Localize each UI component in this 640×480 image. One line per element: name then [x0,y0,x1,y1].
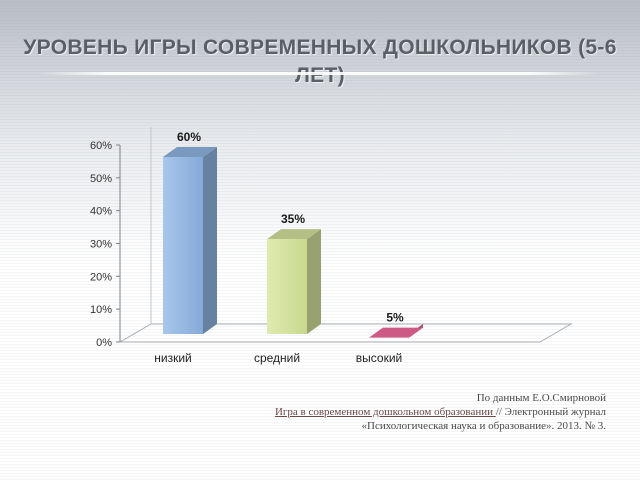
bar-1 [163,147,217,334]
chart-floor [118,127,573,343]
title-divider [38,72,598,75]
slide-title-block: Уровень игры современных дошкольников (5… [0,34,640,90]
data-label: 5% [386,311,404,325]
bar-top [267,229,321,240]
citation-journal: // Электронный журнал [495,406,606,418]
y-tick-label: 20% [90,271,112,283]
bar-2 [267,229,321,334]
data-label: 35% [281,212,305,226]
bar-top [163,147,217,157]
citation-journal-name: «Психологическая наука и образование». 2… [361,420,606,432]
bar-front [163,157,203,334]
source-citation: По данным Е.О.Смирновой Игра в современн… [186,391,606,433]
y-tick-label: 30% [90,239,112,251]
data-label: 60% [177,130,201,144]
bar-3 [369,324,423,338]
labels: 60% низкий 35% средний 5% высокий [154,130,404,365]
x-tick-label: низкий [154,351,192,365]
slide-title: Уровень игры современных дошкольников (5… [23,36,617,87]
bar-top [369,327,423,338]
y-tick-label: 50% [90,173,112,185]
y-tick-label: 10% [90,304,112,316]
bars [163,147,423,338]
chart-floor-outline [118,323,573,343]
y-tick-label: 0% [96,337,112,349]
citation-link[interactable]: Игра в современном дошкольном образовани… [274,406,496,418]
citation-author: По данным Е.О.Смирновой [476,392,606,404]
bar-side [307,229,321,334]
y-axis: 0% 10% 20% 30% 40% 50% 60% [90,140,121,349]
y-tick-label: 60% [90,140,112,152]
x-tick-label: высокий [356,351,402,365]
x-tick-label: средний [254,351,300,365]
y-tick-label: 40% [90,206,112,218]
citation-line-2: Игра в современном дошкольном образовани… [186,405,606,419]
bar-side [203,147,217,334]
bar-front [267,239,307,334]
